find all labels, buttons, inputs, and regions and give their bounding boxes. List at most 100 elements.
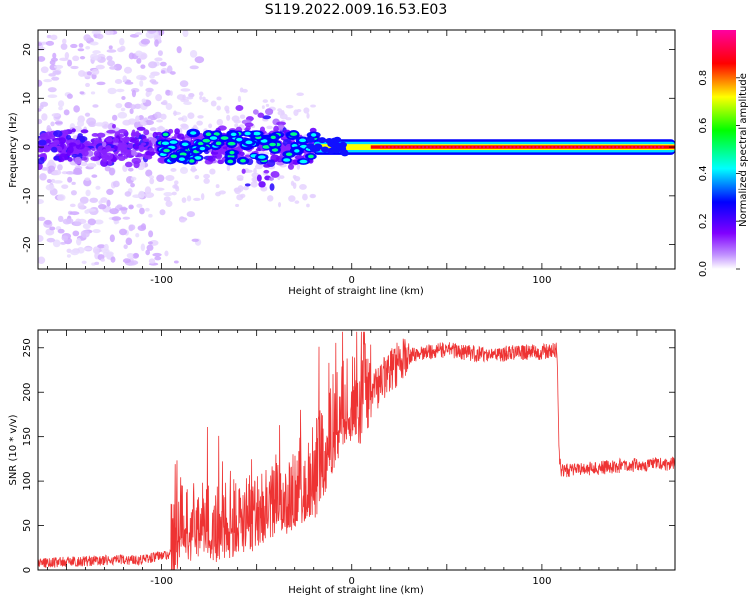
heatmap-cell [299,138,307,143]
heatmap-cell [285,104,294,109]
heatmap-cell [97,244,106,249]
heatmap-cell [85,82,91,88]
snr-ytick-label: 50 [22,519,33,532]
heatmap-cell [140,38,151,45]
heatmap-cell [254,164,263,170]
snr-ytick-label: 100 [22,472,33,491]
heatmap-cell [123,66,133,74]
heatmap-cell [91,68,100,75]
heatmap-cell [181,115,188,123]
heatmap-cell [83,178,92,187]
heatmap-cell [83,34,91,42]
heatmap-cell [299,159,308,164]
heatmap-band-peak [418,146,421,149]
heatmap-band-peak [657,146,660,149]
heatmap-cell [80,129,89,134]
heatmap-band-peak [559,146,562,149]
heatmap-cell [127,167,134,172]
heatmap-band-peak [608,146,611,149]
heatmap-cell [270,171,280,178]
heatmap-band-peak [627,146,630,149]
heatmap-band-peak [441,146,444,149]
heatmap-cell [109,66,117,70]
heatmap-cell [45,40,55,46]
heatmap-cell [58,137,66,144]
heatmap-cell [165,103,173,111]
heatmap-cell [102,141,107,148]
heatmap-cell [90,91,96,95]
heatmap-cell [72,55,80,62]
colorbar-tick-label: 0.4 [698,165,709,181]
heatmap-cell [189,139,195,146]
heatmap-cell [86,117,97,126]
spectrogram-xlabel: Height of straight line (km) [288,286,424,297]
heatmap-band-peak [456,146,459,149]
heatmap-cell [200,193,205,201]
figure-title: S119.2022.009.16.53.E03 [265,2,448,18]
heatmap-band-peak [475,146,478,149]
heatmap-band-peak [555,146,558,149]
heatmap-cell [46,127,53,132]
heatmap-cell [179,166,189,175]
heatmap-cell [157,50,163,57]
heatmap-cell [42,146,51,153]
heatmap-cell [101,149,108,155]
heatmap-cell [100,197,108,203]
heatmap-cell [84,177,91,181]
snr-panel: -100 0 100 0 50 100 150 200 250 Height of straig… [8,329,676,596]
heatmap-cell [202,98,209,103]
heatmap-cell [70,65,79,70]
heatmap-cell [38,256,46,265]
heatmap-cell [161,141,170,146]
heatmap-cell [239,114,246,119]
heatmap-cell [199,146,206,151]
heatmap-cell [134,32,143,36]
heatmap-cell [50,146,58,153]
heatmap-cell [130,176,137,181]
heatmap-cell [115,88,125,93]
heatmap-cell [95,185,101,190]
heatmap-cell [93,150,100,157]
heatmap-band-peak [642,146,645,149]
heatmap-band-peak [661,146,664,149]
heatmap-cell [51,113,60,117]
heatmap-cell [111,216,122,221]
heatmap-cell [130,182,135,188]
heatmap-cell [327,141,336,148]
heatmap-cell [154,187,165,191]
heatmap-cell [227,141,236,146]
heatmap-cell [91,174,98,178]
heatmap-cell [58,106,63,111]
heatmap-cell [306,136,315,143]
heatmap-cell [67,59,73,67]
heatmap-band-peak [452,146,455,149]
heatmap-cell [106,199,111,207]
heatmap-cell [53,64,64,69]
heatmap-band-peak [585,146,588,149]
heatmap-cell [50,34,58,41]
heatmap-cell [149,127,157,132]
heatmap-cell [133,252,139,258]
heatmap-cell [235,203,240,208]
heatmap-band-peak [403,146,406,149]
heatmap-cell [294,200,300,204]
heatmap-cell [131,129,136,137]
heatmap-band-peak [650,146,653,149]
colorbar-tick-label: 0.8 [698,70,709,86]
heatmap-cell [61,235,69,241]
heatmap-cell [202,138,211,143]
snr-xlabel: Height of straight line (km) [288,585,424,596]
heatmap-cell [124,191,132,197]
heatmap-cell [97,204,107,210]
heatmap-cell [145,249,151,256]
heatmap-cell [244,131,251,136]
heatmap-cell [311,133,317,137]
heatmap-cell [38,216,46,222]
heatmap-cell [136,203,143,208]
heatmap-cell [38,42,43,47]
heatmap-cell [138,144,145,152]
heatmap-cell [237,95,242,103]
heatmap-cell [115,103,123,109]
